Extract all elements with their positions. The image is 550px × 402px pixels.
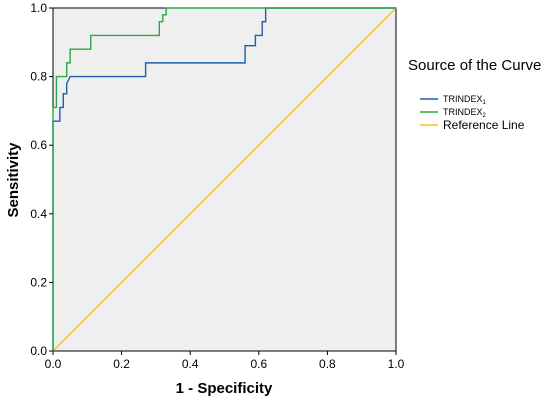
x-tick-label: 0.0 — [45, 357, 62, 371]
x-tick-label: 0.4 — [182, 357, 199, 371]
y-tick-label: 0.0 — [30, 344, 47, 358]
y-tick-label: 1.0 — [30, 1, 47, 15]
x-tick-label: 0.2 — [113, 357, 130, 371]
y-tick-label: 0.8 — [30, 70, 47, 84]
legend-label-reference-line: Reference Line — [443, 118, 525, 132]
y-tick-label: 0.6 — [30, 138, 47, 152]
legend-title: Source of the Curve — [408, 57, 541, 74]
y-tick-label: 0.4 — [30, 207, 47, 221]
x-axis-title: 1 - Specificity — [176, 380, 273, 397]
x-tick-label: 1.0 — [388, 357, 405, 371]
reference-line — [52, 7, 397, 352]
series-layer — [52, 7, 397, 352]
x-tick-label: 0.6 — [250, 357, 267, 371]
legend-label-trindex1: TRINDEX1 — [443, 94, 487, 106]
legend: Source of the Curve TRINDEX1 TRINDEX2 Re… — [408, 57, 541, 132]
y-axis-title: Sensitivity — [5, 142, 22, 218]
axis-layer: 0.0 0.2 0.4 0.6 0.8 1.0 0.0 0.2 0.4 0.6 0.8 1.0 — [30, 1, 404, 371]
x-tick-label: 0.8 — [319, 357, 336, 371]
roc-curve-trindex2 — [52, 7, 396, 351]
y-tick-label: 0.2 — [30, 275, 47, 289]
roc-curve-trindex1 — [52, 7, 396, 351]
legend-label-trindex2: TRINDEX2 — [443, 107, 487, 119]
